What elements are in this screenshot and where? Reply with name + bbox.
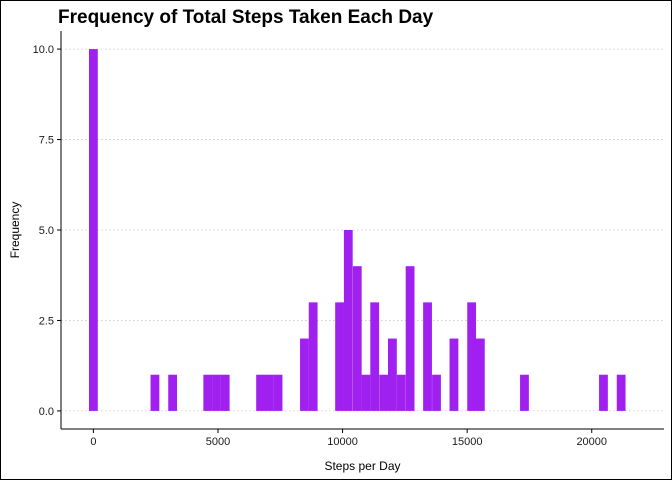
histogram-bar: [520, 374, 529, 411]
histogram-bar: [220, 374, 230, 411]
histogram-bar: [88, 49, 98, 411]
histogram-bar: [335, 302, 344, 411]
x-tick-label: 20000: [576, 436, 607, 448]
histogram-bar: [343, 230, 353, 411]
histogram-bar: [379, 374, 389, 411]
histogram-bar: [212, 374, 221, 411]
histogram-bar: [352, 266, 362, 411]
histogram-bar: [300, 338, 309, 411]
histogram-bar: [273, 374, 283, 411]
histogram-bar: [405, 266, 415, 411]
histogram-bars: [88, 49, 626, 411]
histogram-bar: [423, 302, 432, 411]
histogram-bar: [308, 302, 318, 411]
histogram-bar: [467, 302, 477, 411]
x-tick-label: 10000: [327, 436, 358, 448]
y-tick-label: 7.5: [39, 135, 54, 147]
histogram-bar: [361, 374, 371, 411]
histogram-bar: [256, 374, 265, 411]
histogram-bar: [388, 338, 397, 411]
y-axis-title: Frequency: [8, 202, 22, 259]
histogram-bar: [616, 374, 626, 411]
histogram-bar: [203, 374, 213, 411]
y-axis-ticks: 0.0 2.5 5.0 7.5 10.0: [33, 44, 61, 418]
y-tick-label: 2.5: [39, 315, 54, 327]
x-tick-label: 0: [90, 436, 96, 448]
y-tick-label: 10.0: [33, 44, 54, 56]
x-tick-label: 5000: [206, 436, 230, 448]
histogram-bar: [396, 374, 406, 411]
histogram-bar: [432, 374, 441, 411]
histogram-bar: [168, 374, 178, 411]
chart-title: Frequency of Total Steps Taken Each Day: [58, 7, 434, 28]
histogram-bar: [370, 302, 380, 411]
histogram-bar: [264, 374, 274, 411]
y-tick-label: 5.0: [39, 225, 54, 237]
x-tick-label: 15000: [452, 436, 483, 448]
histogram-bar: [599, 374, 608, 411]
x-axis-ticks: 0 5000 10000 15000 20000: [90, 429, 607, 448]
histogram-bar: [449, 338, 459, 411]
y-tick-label: 0.0: [39, 406, 54, 418]
histogram-bar: [150, 374, 160, 411]
histogram-bar: [475, 338, 485, 411]
x-axis-title: Steps per Day: [324, 459, 400, 473]
gridlines: [61, 48, 664, 412]
